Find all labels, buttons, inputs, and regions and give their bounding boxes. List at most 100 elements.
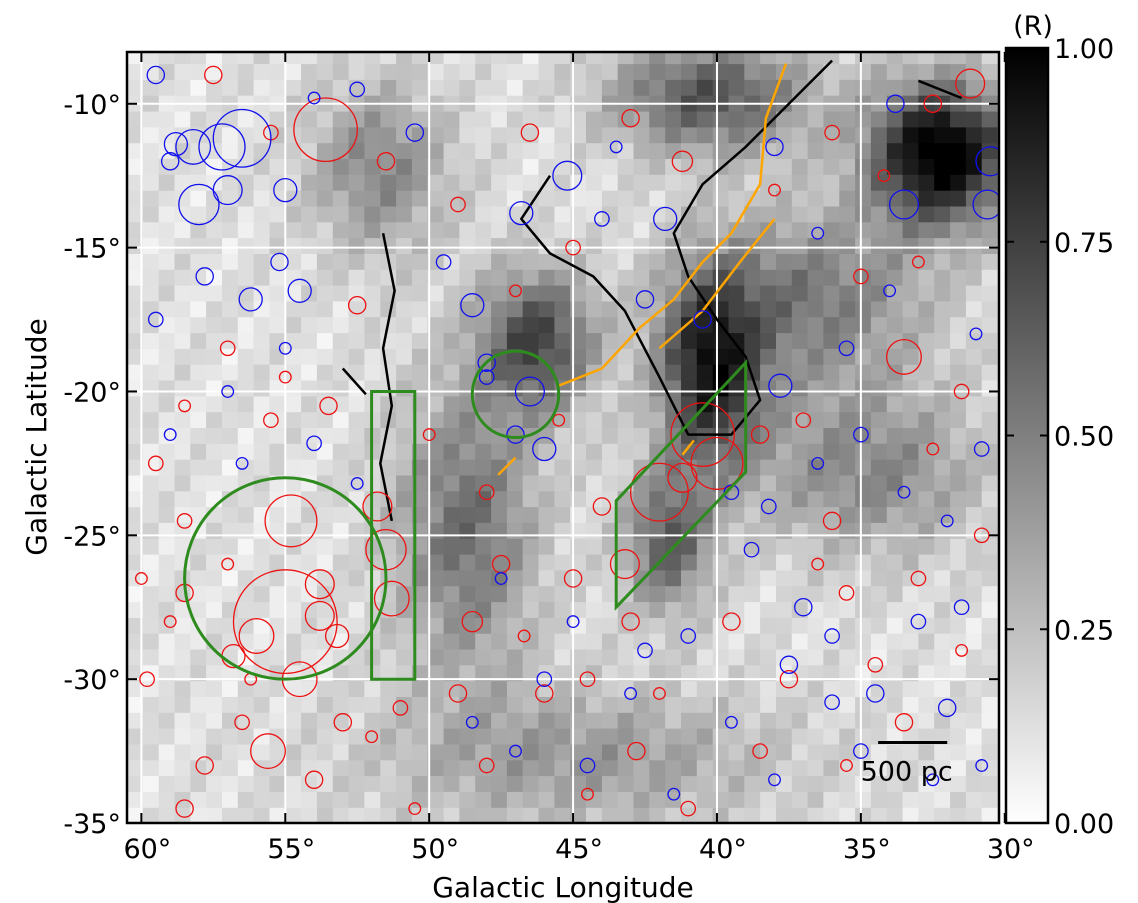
- heatmap-cell: [142, 522, 160, 539]
- heatmap-cell: [823, 633, 840, 650]
- heatmap-cell: [427, 348, 445, 365]
- heatmap-cell: [427, 601, 445, 618]
- x-tick-label: 35°: [843, 834, 891, 865]
- heatmap-cell: [665, 364, 682, 381]
- heatmap-cell: [586, 490, 603, 508]
- heatmap-cell: [332, 158, 350, 175]
- heatmap-cell: [855, 364, 872, 381]
- heatmap-cell: [633, 538, 650, 555]
- heatmap-cell: [965, 743, 983, 761]
- heatmap-cell: [776, 348, 793, 365]
- heatmap-cell: [237, 63, 255, 80]
- red-circle: [886, 338, 922, 375]
- orange-contour: [658, 218, 776, 350]
- heatmap-cell: [206, 490, 223, 508]
- heatmap-cell: [886, 142, 904, 159]
- heatmap-cell: [981, 380, 999, 397]
- heatmap-cell: [902, 126, 919, 144]
- heatmap-cell: [316, 269, 334, 286]
- heatmap-cell: [712, 807, 730, 823]
- heatmap-cell: [506, 554, 524, 571]
- heatmap-cell: [443, 759, 460, 777]
- heatmap-cell: [918, 554, 935, 571]
- heatmap-cell: [380, 522, 397, 539]
- heatmap-cell: [950, 126, 967, 144]
- heatmap-cell: [902, 728, 919, 745]
- heatmap-cell: [301, 395, 318, 413]
- heatmap-cell: [902, 601, 919, 618]
- heatmap-cell: [316, 142, 334, 159]
- heatmap-cell: [807, 237, 824, 254]
- heatmap-cell: [839, 474, 856, 492]
- heatmap-cell: [696, 142, 714, 159]
- heatmap-cell: [269, 253, 286, 270]
- heatmap-cell: [744, 585, 761, 603]
- heatmap-cell: [886, 791, 904, 808]
- heatmap-cell: [870, 680, 888, 697]
- heatmap-cell: [538, 585, 555, 603]
- heatmap-cell: [870, 142, 888, 159]
- heatmap-cell: [443, 696, 460, 713]
- red-circle: [680, 800, 697, 817]
- heatmap-cell: [506, 237, 524, 254]
- red-circle: [517, 629, 531, 643]
- heatmap-cell: [744, 63, 761, 80]
- heatmap-cell: [776, 490, 793, 508]
- heatmap-cell: [459, 269, 476, 286]
- heatmap-cell: [396, 490, 413, 508]
- heatmap-cell: [791, 126, 809, 144]
- heatmap-cell: [886, 680, 904, 697]
- heatmap-cell: [332, 395, 350, 413]
- heatmap-cell: [981, 664, 999, 682]
- heatmap-cell: [570, 300, 587, 318]
- heatmap-cell: [839, 522, 856, 539]
- heatmap-cell: [491, 538, 508, 555]
- heatmap-cell: [380, 63, 397, 80]
- heatmap-cell: [665, 728, 682, 745]
- heatmap-cell: [364, 348, 381, 365]
- heatmap-cell: [364, 63, 381, 80]
- blue-circle: [653, 206, 678, 232]
- heatmap-cell: [681, 364, 698, 381]
- heatmap-cell: [237, 332, 255, 349]
- heatmap-cell: [823, 79, 840, 96]
- heatmap-cell: [570, 411, 587, 428]
- heatmap-cell: [380, 111, 397, 128]
- heatmap-cell: [158, 269, 176, 286]
- heatmap-cell: [142, 111, 160, 128]
- heatmap-cell: [222, 459, 239, 476]
- heatmap-cell: [870, 506, 888, 523]
- heatmap-cell: [269, 316, 286, 334]
- heatmap-cell: [269, 142, 286, 159]
- heatmap-cell: [364, 775, 381, 792]
- heatmap-cell: [206, 712, 223, 729]
- heatmap-cell: [918, 348, 935, 365]
- heatmap-cell: [538, 126, 555, 144]
- heatmap-cell: [681, 316, 698, 334]
- heatmap-cell: [443, 332, 460, 349]
- heatmap-cell: [934, 443, 951, 460]
- heatmap-cell: [316, 522, 334, 539]
- heatmap-cell: [190, 648, 207, 666]
- heatmap-cell: [443, 364, 460, 381]
- heatmap-cell: [411, 221, 429, 239]
- heatmap-cell: [712, 617, 730, 634]
- heatmap-cell: [902, 269, 919, 286]
- heatmap-cell: [696, 522, 714, 539]
- heatmap-cell: [950, 269, 967, 286]
- heatmap-cell: [981, 174, 999, 191]
- heatmap-cell: [728, 696, 745, 713]
- heatmap-cell: [791, 221, 809, 239]
- blue-circle: [349, 81, 366, 98]
- heatmap-cell: [396, 728, 413, 745]
- heatmap-cell: [222, 506, 239, 523]
- heatmap-cell: [443, 554, 460, 571]
- heatmap-cell: [301, 775, 318, 792]
- heatmap-cell: [807, 332, 824, 349]
- blue-circle: [287, 278, 312, 303]
- heatmap-cell: [570, 712, 587, 729]
- colorbar-tick-label: 0.25: [1054, 615, 1114, 646]
- heatmap-cell: [681, 696, 698, 713]
- heatmap-cell: [142, 174, 160, 191]
- heatmap-cell: [760, 680, 777, 697]
